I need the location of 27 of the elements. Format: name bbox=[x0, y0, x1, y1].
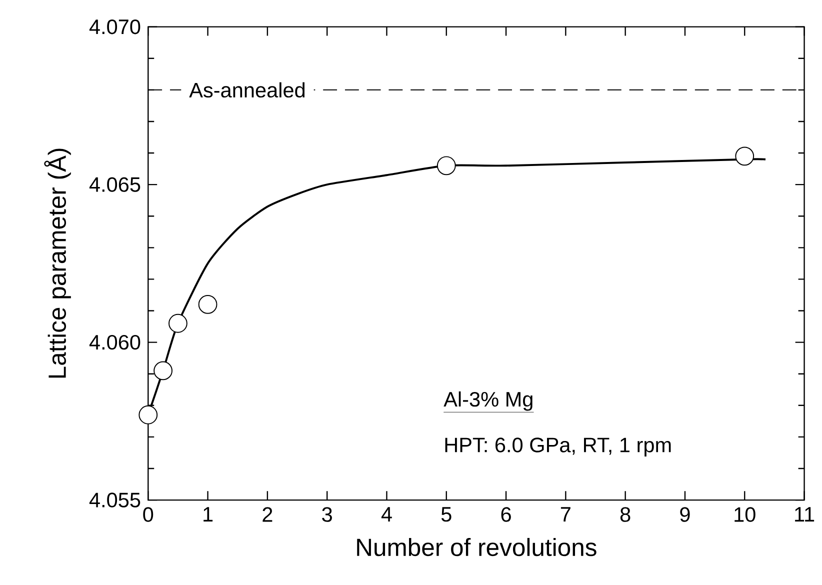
y-tick-label: 4.055 bbox=[89, 492, 140, 508]
x-tick-label: 4 bbox=[381, 507, 392, 522]
point bbox=[436, 156, 456, 176]
x-tick-label: 1 bbox=[204, 507, 213, 522]
point bbox=[138, 406, 158, 425]
y-tick-label: 4.070 bbox=[89, 20, 140, 34]
point bbox=[168, 314, 188, 334]
x-tick-label: 3 bbox=[322, 507, 332, 522]
y-tick-label: 4.065 bbox=[89, 177, 140, 192]
x-tick-label: 9 bbox=[680, 507, 690, 522]
point bbox=[735, 146, 754, 166]
x-tick-label: 0 bbox=[143, 507, 154, 522]
y-axis-title: Lattice parameter (Å) bbox=[44, 148, 71, 378]
x-tick-label: 10 bbox=[734, 507, 756, 522]
x-tick-label: 7 bbox=[560, 507, 570, 522]
point bbox=[198, 295, 218, 314]
annotation: HPT: 6.0 GPa, RT, 1 rpm bbox=[445, 438, 671, 457]
annotation: Al-3% Mg bbox=[444, 392, 532, 412]
x-tick-label: 2 bbox=[262, 507, 272, 522]
point bbox=[154, 361, 172, 380]
ref-line-label: As-annealed bbox=[189, 82, 305, 98]
x-tick-label: 5 bbox=[441, 507, 452, 522]
x-axis-title: Number of revolutions bbox=[357, 538, 596, 556]
y-tick-label: 4.060 bbox=[89, 335, 140, 350]
x-tick-label: 8 bbox=[620, 507, 630, 522]
x-tick-label: 6 bbox=[501, 507, 511, 522]
x-tick-label: 11 bbox=[795, 507, 814, 522]
